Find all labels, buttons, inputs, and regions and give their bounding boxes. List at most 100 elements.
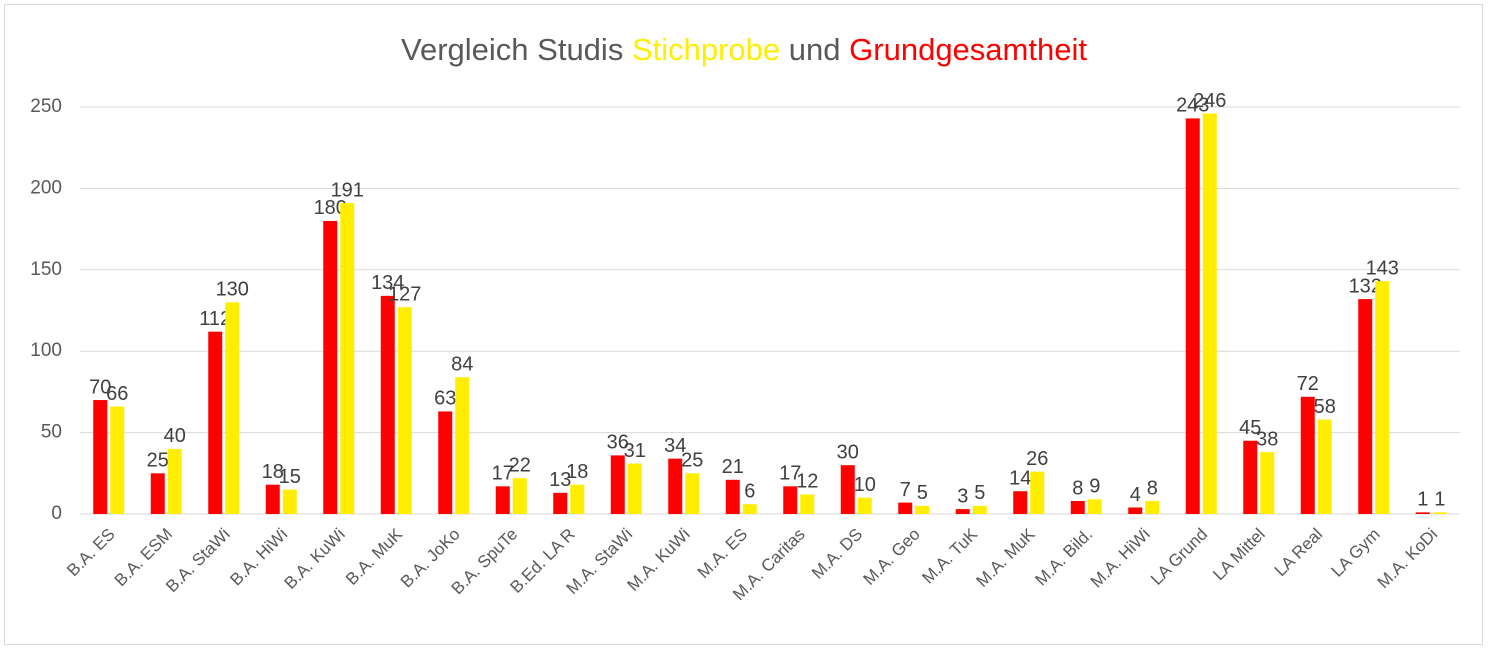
- bar: [282, 489, 297, 514]
- value-label: 84: [451, 354, 473, 376]
- value-label: 130: [216, 279, 249, 301]
- value-label: 10: [854, 474, 876, 496]
- bar: [898, 502, 913, 514]
- bar: [208, 331, 223, 514]
- value-label: 4: [1130, 484, 1141, 506]
- bar: [955, 509, 970, 514]
- bar: [783, 486, 798, 514]
- bar: [1087, 499, 1102, 514]
- bar: [668, 458, 683, 514]
- value-label: 112: [199, 308, 231, 330]
- value-label: 30: [837, 441, 859, 463]
- y-tick-label: 50: [41, 422, 62, 443]
- bar: [1128, 507, 1143, 514]
- bar: [1358, 299, 1373, 514]
- bar: [512, 478, 527, 514]
- bar: [570, 484, 585, 514]
- value-label: 15: [279, 466, 301, 488]
- bar: [397, 307, 412, 514]
- value-label: 1: [1417, 489, 1428, 511]
- bar: [857, 497, 872, 514]
- value-label: 5: [974, 482, 985, 504]
- bar: [455, 377, 470, 514]
- value-label: 1: [1434, 489, 1445, 511]
- value-label: 36: [607, 432, 629, 454]
- value-label: 31: [624, 440, 646, 462]
- value-label: 18: [566, 461, 588, 483]
- bar: [323, 220, 338, 514]
- bar: [1013, 491, 1028, 514]
- bar: [1202, 113, 1217, 515]
- value-label: 191: [331, 179, 364, 201]
- bar: [725, 479, 740, 514]
- y-tick-label: 0: [51, 503, 62, 524]
- chart-title: Vergleich Studis Stichprobe und Grundges…: [401, 32, 1087, 67]
- value-label: 180: [314, 197, 347, 219]
- value-label: 45: [1239, 417, 1261, 439]
- bar: [627, 463, 642, 514]
- value-label: 243: [1176, 95, 1209, 117]
- value-label: 26: [1026, 448, 1048, 470]
- value-label: 14: [1009, 467, 1031, 489]
- value-label: 38: [1256, 428, 1278, 450]
- bar: [495, 486, 510, 514]
- value-label: 18: [262, 461, 284, 483]
- value-label: 127: [388, 284, 421, 306]
- y-tick-label: 200: [30, 177, 62, 198]
- bar: [1070, 500, 1085, 514]
- bar: [340, 203, 355, 514]
- value-label: 9: [1089, 476, 1100, 498]
- value-label: 143: [1366, 257, 1399, 279]
- title-joiner: und: [789, 32, 841, 67]
- y-tick-label: 150: [30, 259, 62, 280]
- value-label: 8: [1147, 477, 1158, 499]
- value-label: 70: [89, 376, 111, 398]
- title-series: Stichprobe: [632, 32, 780, 67]
- bar: [1415, 512, 1430, 514]
- value-label: 66: [106, 383, 128, 405]
- chart-border: [4, 4, 1483, 645]
- bar: [1432, 512, 1447, 514]
- value-label: 6: [744, 481, 755, 503]
- value-label: 8: [1072, 477, 1083, 499]
- value-label: 34: [664, 435, 686, 457]
- title-text: Vergleich Studis: [401, 32, 623, 67]
- bar: [972, 505, 987, 514]
- bar: [167, 448, 182, 514]
- bar: [265, 484, 280, 514]
- y-tick-label: 100: [30, 340, 62, 361]
- value-label: 3: [957, 485, 968, 507]
- value-label: 63: [434, 388, 456, 410]
- bar: [1030, 471, 1045, 514]
- value-label: 25: [147, 450, 169, 472]
- y-tick-label: 250: [30, 96, 62, 117]
- value-label: 17: [779, 463, 801, 485]
- bar: [1300, 396, 1315, 514]
- bar: [1145, 500, 1160, 514]
- value-label: 40: [164, 425, 186, 447]
- value-label: 7: [900, 479, 911, 501]
- value-label: 72: [1297, 373, 1319, 395]
- bar: [150, 473, 165, 514]
- bar: [1243, 440, 1258, 514]
- bar: [225, 302, 240, 514]
- value-label: 21: [722, 456, 744, 478]
- bar: [553, 492, 568, 514]
- bar: [93, 400, 108, 514]
- bar: [1185, 118, 1200, 515]
- bar: [800, 494, 815, 514]
- value-label: 5: [917, 482, 928, 504]
- value-label: 132: [1349, 275, 1382, 297]
- bar: [610, 455, 625, 514]
- value-label: 25: [681, 450, 703, 472]
- bar: [685, 473, 700, 514]
- bar: [438, 411, 453, 514]
- value-label: 22: [509, 454, 531, 476]
- value-label: 58: [1314, 396, 1336, 418]
- title-series: Grundgesamtheit: [849, 32, 1087, 67]
- value-label: 12: [796, 471, 818, 493]
- value-label: 134: [371, 272, 404, 294]
- value-label: 13: [549, 469, 571, 491]
- value-label: 17: [492, 463, 514, 485]
